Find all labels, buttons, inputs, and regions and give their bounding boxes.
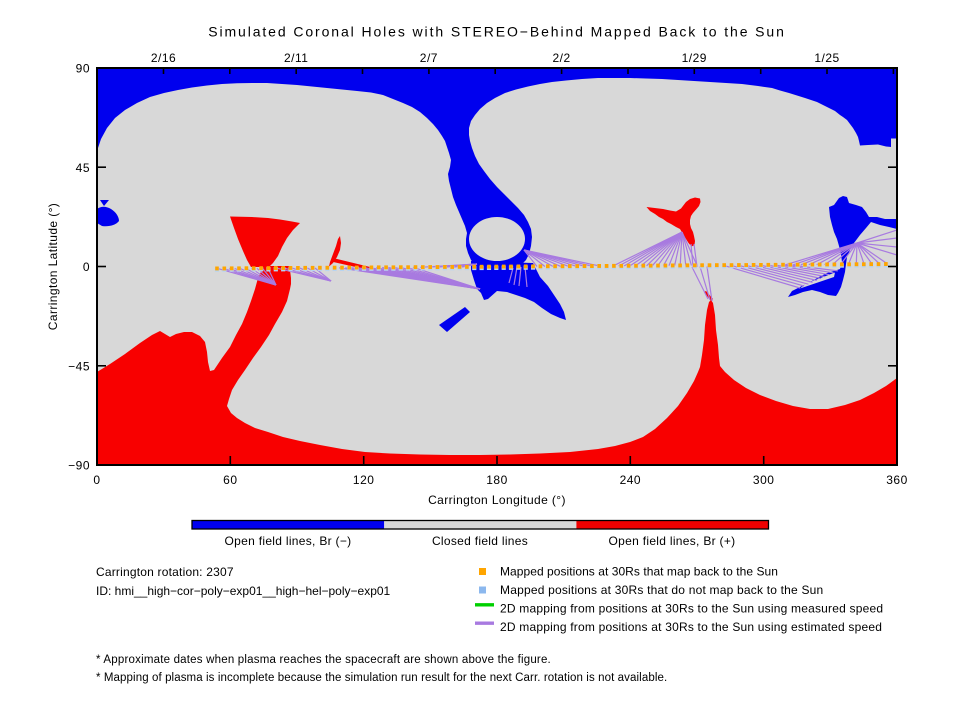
svg-text:180: 180	[486, 473, 508, 487]
svg-text:1/25: 1/25	[814, 51, 839, 65]
svg-text:Mapped positions at 30Rs that: Mapped positions at 30Rs that map back t…	[500, 565, 778, 579]
svg-text:2/16: 2/16	[151, 51, 176, 65]
svg-text:Open field lines, Br (−): Open field lines, Br (−)	[225, 534, 352, 548]
svg-text:1/29: 1/29	[682, 51, 707, 65]
svg-text:2/2: 2/2	[553, 51, 571, 65]
svg-text:−45: −45	[68, 359, 90, 373]
svg-text:Simulated Coronal Holes with S: Simulated Coronal Holes with STEREO−Behi…	[208, 24, 786, 40]
svg-text:2D mapping from positions at 3: 2D mapping from positions at 30Rs to the…	[500, 620, 882, 634]
svg-text:120: 120	[353, 473, 375, 487]
svg-text:Carrington Latitude (°): Carrington Latitude (°)	[46, 203, 60, 330]
svg-text:−90: −90	[68, 459, 90, 473]
svg-text:Carrington rotation: 2307: Carrington rotation: 2307	[96, 565, 234, 579]
svg-text:360: 360	[886, 473, 908, 487]
svg-text:60: 60	[223, 473, 237, 487]
svg-text:Closed field lines: Closed field lines	[432, 534, 528, 548]
svg-text:240: 240	[620, 473, 642, 487]
svg-text:300: 300	[753, 473, 775, 487]
svg-text:ID: hmi__high−cor−poly−exp01__: ID: hmi__high−cor−poly−exp01__high−hel−p…	[96, 584, 391, 598]
svg-text:* Mapping of plasma is incompl: * Mapping of plasma is incomplete becaus…	[96, 672, 667, 684]
svg-text:45: 45	[76, 161, 90, 175]
svg-text:0: 0	[83, 260, 90, 274]
svg-text:0: 0	[93, 473, 100, 487]
svg-text:2D mapping from positions at 3: 2D mapping from positions at 30Rs to the…	[500, 602, 883, 616]
svg-text:90: 90	[76, 62, 90, 76]
svg-text:2/7: 2/7	[420, 51, 438, 65]
svg-text:Mapped positions at 30Rs that: Mapped positions at 30Rs that do not map…	[500, 583, 823, 597]
svg-text:Open field lines, Br (+): Open field lines, Br (+)	[609, 534, 736, 548]
svg-text:* Approximate dates when plasm: * Approximate dates when plasma reaches …	[96, 654, 551, 666]
svg-text:2/11: 2/11	[284, 51, 308, 65]
svg-text:Carrington Longitude (°): Carrington Longitude (°)	[428, 493, 566, 507]
